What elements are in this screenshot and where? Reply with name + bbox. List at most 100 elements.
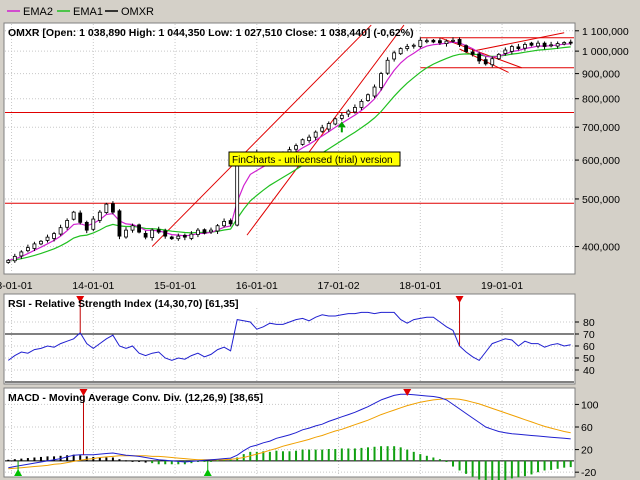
macd-histogram-bar (393, 446, 396, 461)
candle-body (215, 225, 220, 232)
candle-body (385, 59, 390, 74)
macd-histogram-bar (268, 451, 271, 461)
macd-histogram-bar (183, 460, 186, 465)
candle-body (490, 58, 495, 66)
macd-histogram-bar (360, 447, 363, 461)
x-tick-label: 14-01-01 (72, 280, 114, 292)
rsi-tick-label: 50 (583, 353, 595, 365)
macd-histogram-bar (327, 449, 330, 461)
macd-histogram-bar (301, 449, 304, 461)
ema1-line (8, 46, 571, 261)
macd-histogram-bar (556, 460, 559, 469)
macd-histogram-bar (85, 456, 88, 461)
macd-histogram-bar (432, 457, 435, 461)
buy-arrow (337, 121, 346, 128)
legend-label-ema2: EMA2 (23, 6, 53, 18)
macd-histogram-bar (419, 454, 422, 461)
macd-histogram-bar (380, 446, 383, 461)
candle-body (228, 220, 233, 225)
candle-body (359, 100, 364, 108)
candle-body (346, 110, 351, 115)
candle-body (137, 224, 141, 233)
candle-body (549, 44, 554, 47)
candle-body (169, 236, 174, 240)
macd-histogram-bar (491, 460, 494, 480)
macd-histogram-bar (484, 460, 487, 480)
macd-histogram-bar (53, 456, 56, 461)
candle-body (379, 73, 383, 88)
candle-body (392, 52, 397, 60)
candle-body (91, 218, 96, 230)
macd-histogram-bar (164, 460, 167, 465)
candle-body (366, 94, 370, 101)
candle-body (555, 43, 560, 47)
candle-body (65, 220, 70, 228)
macd-histogram-bar (170, 460, 173, 465)
macd-histogram-bar (425, 455, 428, 461)
candle-body (52, 233, 56, 239)
macd-sell-signal (403, 389, 412, 396)
macd-histogram-bar (275, 450, 278, 461)
candle-body (19, 251, 24, 257)
macd-histogram-bar (249, 451, 252, 461)
candle-body (150, 229, 155, 238)
candle-body (477, 53, 482, 62)
macd-histogram-bar (353, 448, 356, 461)
macd-histogram-bar (530, 460, 533, 475)
macd-histogram-bar (523, 460, 526, 477)
y-tick-label: 800,000 (582, 94, 620, 106)
candle-body (405, 46, 410, 49)
candle-body (45, 236, 50, 241)
macd-histogram-bar (288, 451, 291, 461)
candle-body (562, 42, 567, 45)
macd-histogram-bar (569, 460, 572, 468)
macd-histogram-bar (7, 459, 10, 461)
candle-body (104, 203, 109, 213)
candle-body (111, 203, 115, 213)
macd-buy-signal (14, 469, 23, 476)
x-tick-label: 16-01-01 (236, 280, 278, 292)
macd-histogram-bar (138, 460, 141, 462)
macd-histogram-bar (255, 451, 258, 461)
x-tick-label: 17-01-02 (318, 280, 360, 292)
candle-body (313, 131, 318, 138)
candle-body (222, 221, 226, 227)
macd-histogram-bar (438, 459, 441, 461)
axis-labels: 13-01-01 14-01-01 15-01-01 16-01-01 17-01-02… (0, 26, 629, 479)
candle-body (536, 42, 540, 47)
macd-histogram-bar (295, 450, 298, 461)
candle-body (78, 212, 83, 223)
candle-body (398, 48, 403, 55)
y-tick-label: 900,000 (582, 69, 620, 81)
macd-histogram-bar (46, 456, 49, 461)
x-tick-label: 19-01-01 (481, 280, 523, 292)
macd-histogram-bar (458, 460, 461, 471)
rsi-chart-title: RSI - Relative Strength Index (14,30,70)… (8, 298, 239, 310)
macd-histogram-bar (223, 459, 226, 461)
price-grid (5, 24, 574, 273)
rsi-panel (3, 293, 576, 385)
macd-histogram-bar (72, 454, 75, 461)
candle-body (196, 229, 200, 235)
macd-line (8, 393, 571, 469)
rsi-tick-label: 70 (583, 329, 595, 341)
rsi-tick-label: 80 (583, 317, 595, 329)
macd-histogram-bar (471, 460, 474, 477)
y-tick-label: 700,000 (582, 122, 620, 134)
candle-body (156, 229, 161, 233)
candle-body (235, 159, 240, 226)
candle-body (307, 136, 312, 141)
macd-histogram-bar (478, 460, 481, 480)
candle-body (182, 234, 187, 238)
candle-body (300, 139, 305, 145)
candle-body (117, 210, 122, 237)
macd-histogram-bar (314, 449, 317, 461)
candle-body (189, 233, 194, 239)
candle-body (438, 40, 442, 44)
macd-histogram-bar (543, 460, 546, 471)
macd-tick-label: 60 (581, 422, 593, 434)
macd-histogram-bar (190, 460, 193, 464)
macd-histogram-bar (406, 449, 409, 461)
macd-tick-label: -20 (581, 467, 596, 479)
